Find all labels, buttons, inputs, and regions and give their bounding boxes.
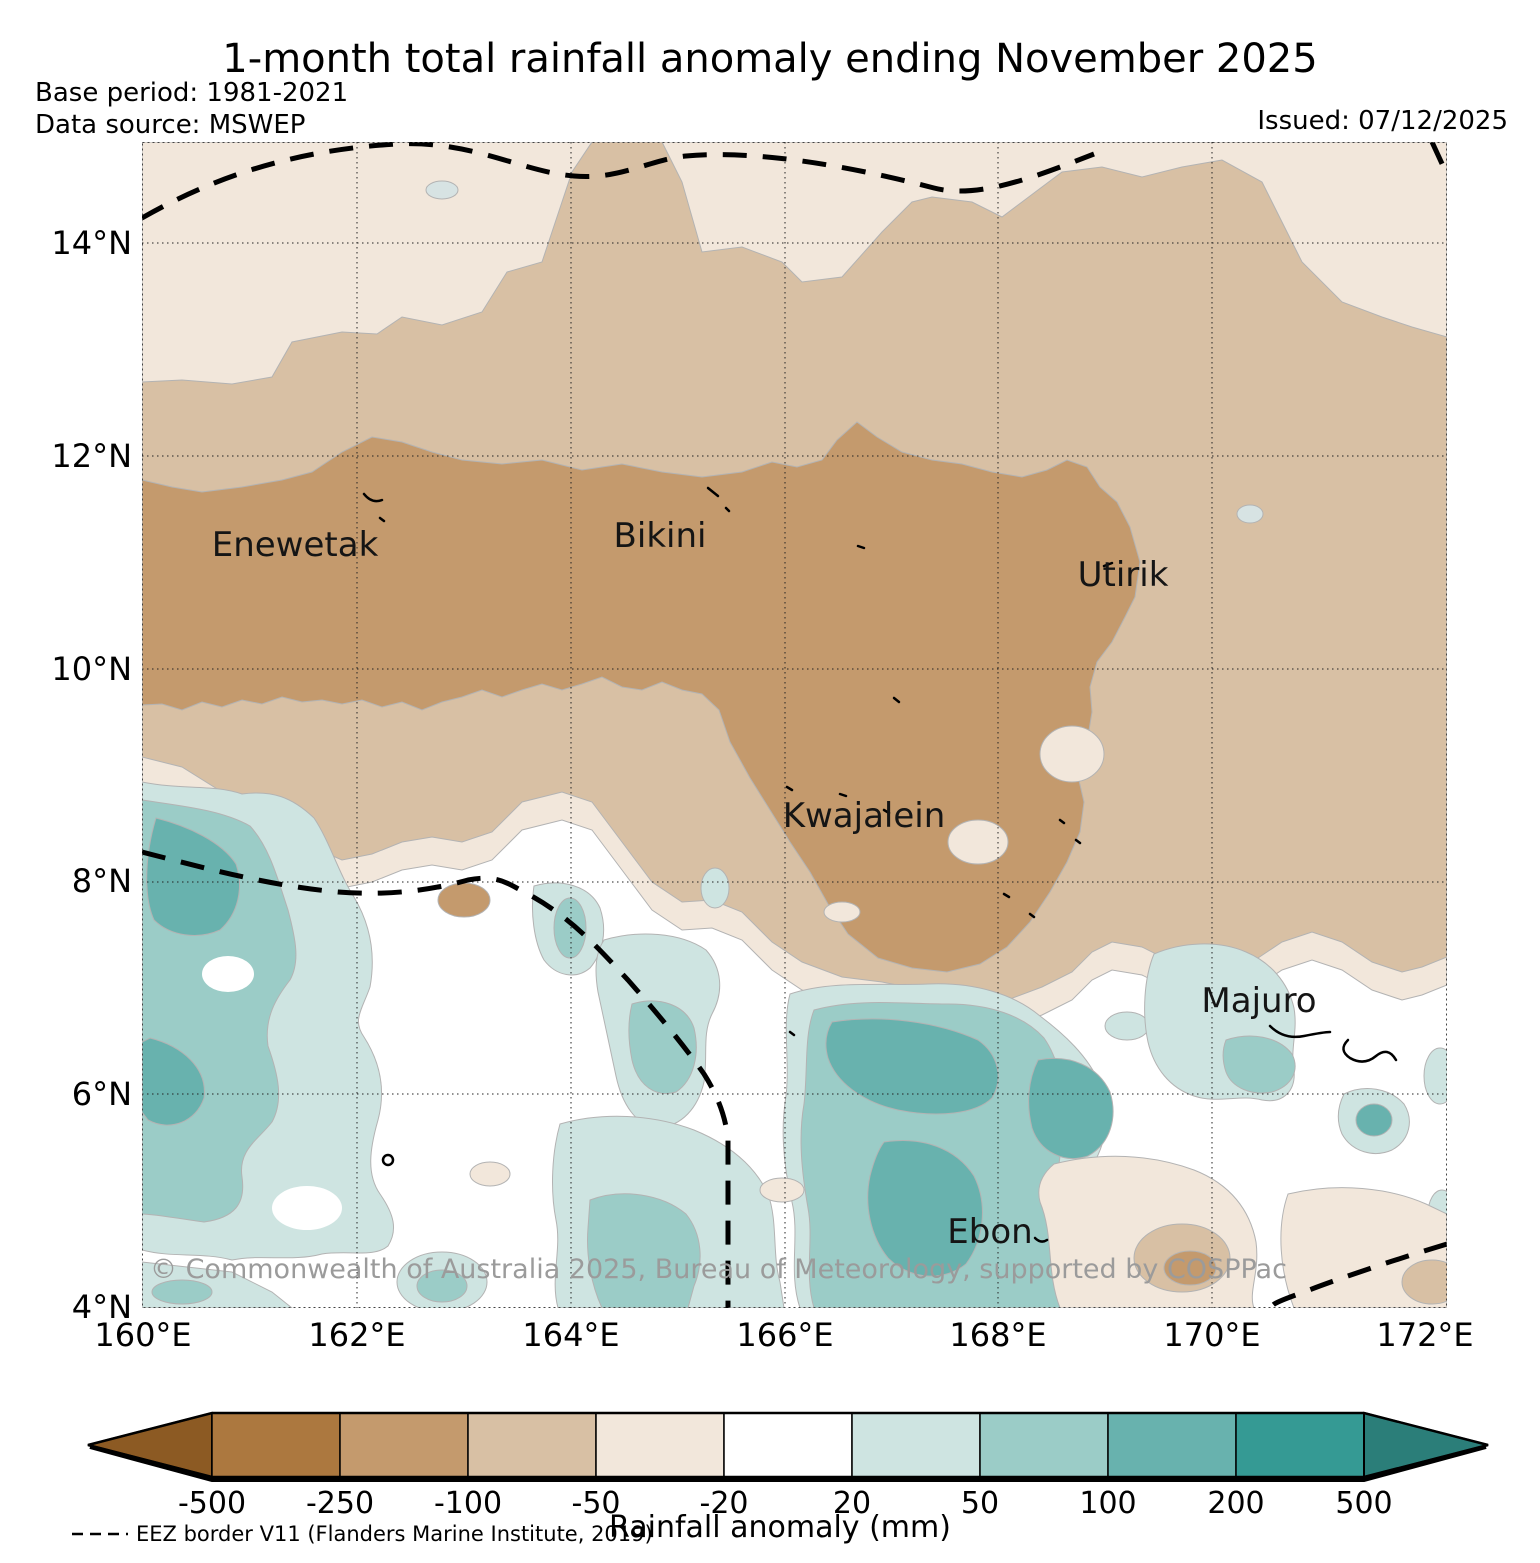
colorbar-segment-5	[851, 1412, 981, 1478]
copyright-text: © Commonwealth of Australia 2025, Bureau…	[150, 1254, 1287, 1285]
y-tick-14°N: 14°N	[51, 224, 132, 262]
eez-dash-sample-icon	[72, 1532, 128, 1536]
colorbar-tick-50: 50	[960, 1486, 1000, 1521]
x-tick-170°E: 170°E	[1163, 1316, 1261, 1354]
x-tick-168°E: 168°E	[949, 1316, 1047, 1354]
x-tick-164°E: 164°E	[522, 1316, 620, 1354]
page-title: 1-month total rainfall anomaly ending No…	[222, 36, 1318, 82]
y-tick-6°N: 6°N	[71, 1075, 132, 1113]
y-tick-12°N: 12°N	[51, 437, 132, 475]
y-tick-10°N: 10°N	[51, 650, 132, 688]
x-tick-166°E: 166°E	[736, 1316, 834, 1354]
colorbar-outline	[87, 1411, 1489, 1479]
colorbar-right-arrow	[1363, 1411, 1489, 1479]
colorbar-segment-6	[979, 1412, 1109, 1478]
colorbar-tick--50: -50	[571, 1486, 621, 1521]
colorbar-segment-3	[595, 1412, 725, 1478]
eez-border-lines	[142, 142, 1447, 1308]
colorbar-segment-7	[1107, 1412, 1237, 1478]
contour-fills	[142, 142, 1447, 1308]
issued-date-text: Issued: 07/12/2025	[1257, 106, 1508, 136]
data-source-text: Data source: MSWEP	[35, 110, 306, 140]
x-tick-160°E: 160°E	[94, 1316, 192, 1354]
x-tick-162°E: 162°E	[308, 1316, 406, 1354]
colorbar-tick-100: 100	[1079, 1486, 1137, 1521]
rainfall-anomaly-map	[142, 142, 1447, 1308]
colorbar-segment-2	[467, 1412, 597, 1478]
colorbar-axis-label: Rainfall anomaly (mm)	[609, 1510, 951, 1545]
colorbar-left-arrow	[87, 1411, 213, 1479]
colorbar-tick-500: 500	[1335, 1486, 1393, 1521]
colorbar-bottom-shadow	[89, 1445, 1487, 1482]
colorbar-segment-1	[339, 1412, 469, 1478]
x-tick-172°E: 172°E	[1376, 1316, 1474, 1354]
atoll-outline-marks	[362, 486, 1398, 1243]
colorbar-segment-4	[723, 1412, 853, 1478]
colorbar-tick--20: -20	[699, 1486, 749, 1521]
y-tick-4°N: 4°N	[71, 1288, 132, 1326]
colorbar-svg	[87, 1411, 1489, 1482]
colorbar-tick--250: -250	[305, 1486, 375, 1521]
eez-legend: EEZ border V11 (Flanders Marine Institut…	[72, 1522, 653, 1546]
colorbar-tick--100: -100	[433, 1486, 503, 1521]
base-period-text: Base period: 1981-2021	[35, 78, 349, 108]
colorbar-tick-20: 20	[832, 1486, 872, 1521]
colorbar-tick-200: 200	[1207, 1486, 1265, 1521]
colorbar-segment-0	[211, 1412, 341, 1478]
y-tick-8°N: 8°N	[71, 862, 132, 900]
colorbar-tick--500: -500	[177, 1486, 247, 1521]
map-frame	[142, 142, 1447, 1308]
eez-legend-text: EEZ border V11 (Flanders Marine Institut…	[136, 1522, 653, 1546]
colorbar-segment-8	[1235, 1412, 1365, 1478]
